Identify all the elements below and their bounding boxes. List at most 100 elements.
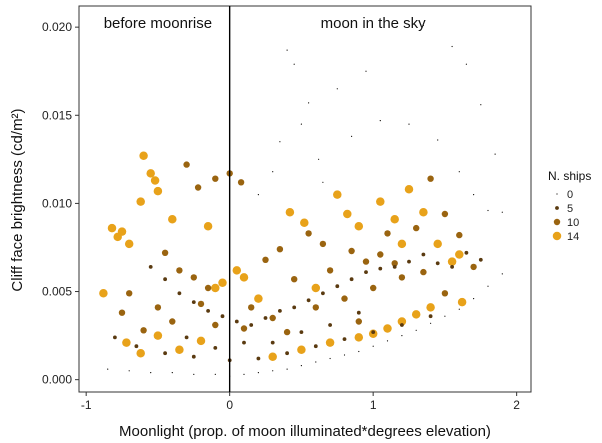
data-point [437, 139, 439, 141]
data-point [487, 209, 489, 212]
data-point [336, 88, 338, 90]
data-point [140, 327, 147, 334]
data-point [400, 323, 404, 327]
data-point [197, 300, 205, 308]
data-point [272, 171, 274, 173]
data-point [392, 265, 397, 269]
data-point [193, 373, 195, 375]
data-point [315, 361, 317, 363]
data-point [291, 276, 298, 283]
data-point [124, 239, 134, 249]
data-point [457, 297, 467, 307]
data-point [300, 365, 302, 367]
data-point [355, 318, 362, 325]
data-point [450, 265, 454, 269]
data-point [122, 338, 131, 347]
data-point [292, 305, 297, 310]
data-point [257, 372, 259, 374]
data-point [404, 185, 414, 194]
data-point [354, 222, 364, 231]
data-point [349, 277, 354, 282]
data-point [183, 161, 190, 168]
data-point [190, 274, 197, 281]
data-point [427, 175, 434, 182]
data-point [411, 310, 421, 319]
data-point [276, 246, 284, 253]
data-point [211, 283, 220, 293]
data-point [283, 328, 291, 336]
data-point [232, 266, 242, 275]
legend-label: 0 [567, 189, 573, 201]
data-point [441, 290, 449, 297]
data-point [321, 291, 325, 296]
data-point [343, 354, 346, 356]
data-point [299, 330, 304, 334]
data-point [311, 283, 321, 293]
data-point [286, 49, 288, 51]
data-point [326, 267, 334, 274]
data-point [362, 258, 370, 265]
data-point [370, 284, 377, 292]
data-point [136, 348, 145, 358]
data-point [148, 265, 153, 269]
data-point [107, 223, 117, 233]
data-point [153, 186, 163, 196]
legend-label: 14 [567, 231, 579, 243]
legend-key [556, 193, 558, 195]
data-point [420, 268, 427, 276]
data-point [268, 352, 277, 361]
data-point [480, 104, 482, 106]
data-point [293, 63, 295, 65]
data-point [397, 239, 407, 249]
data-point [401, 335, 403, 337]
y-tick-label: 0.010 [42, 196, 72, 210]
y-axis-title-text: Cliff face brightness [9, 160, 26, 291]
data-point [99, 289, 108, 298]
data-point [134, 344, 139, 349]
data-point [422, 24, 424, 26]
data-point [118, 309, 126, 316]
data-point [318, 158, 320, 160]
data-point [464, 250, 469, 255]
data-point [342, 337, 347, 341]
data-point [329, 357, 331, 360]
data-point [407, 259, 411, 264]
data-point [212, 175, 219, 182]
data-point [150, 372, 152, 374]
data-point [419, 207, 428, 217]
data-point [305, 230, 312, 237]
data-point [117, 227, 127, 236]
data-point [214, 373, 216, 375]
y-axis: 0.000 0.005 0.010 0.015 0.020 [42, 20, 79, 387]
data-point [285, 351, 289, 356]
region-label-moon-in-sky: moon in the sky [321, 15, 427, 32]
data-point [270, 340, 275, 345]
data-point [397, 317, 407, 326]
data-point [212, 321, 219, 329]
data-point [139, 151, 148, 161]
data-point [325, 338, 335, 347]
data-point [358, 350, 360, 353]
points-layer [99, 24, 503, 377]
data-point [322, 181, 324, 183]
data-point [272, 370, 274, 372]
region-label-before-moonrise: before moonrise [104, 15, 212, 32]
data-point [312, 304, 319, 311]
data-point [285, 207, 295, 217]
data-point [177, 291, 182, 296]
data-point [263, 316, 268, 320]
data-point [279, 141, 281, 143]
data-point [300, 218, 309, 228]
data-point [390, 215, 399, 224]
data-point [240, 325, 248, 332]
legend-key [552, 231, 562, 241]
data-point [379, 120, 381, 122]
data-point [487, 285, 489, 287]
data-point [426, 303, 435, 312]
data-point [348, 247, 355, 255]
data-point [455, 250, 464, 259]
data-point [239, 273, 249, 282]
data-point [154, 304, 162, 311]
data-point [206, 309, 211, 313]
data-point [286, 368, 288, 370]
